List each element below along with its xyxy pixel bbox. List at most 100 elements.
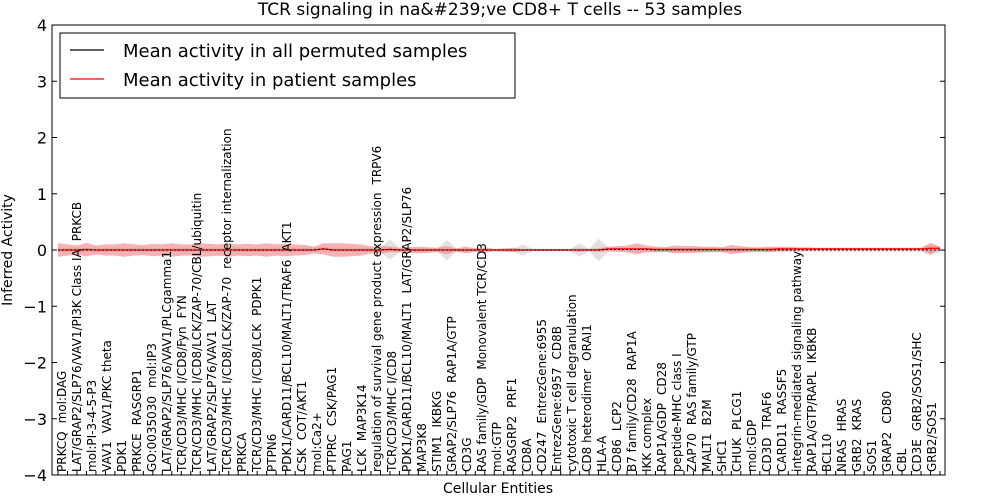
chart-title: TCR signaling in na&#239;ve CD8+ T cells… (257, 0, 742, 20)
x-tick-label: GRAP2 (880, 432, 894, 472)
x-tick-label: NRAS (835, 439, 849, 472)
x-tick-label: PDK1 (115, 440, 129, 472)
x-tick-label: RAS family/GDP (475, 378, 489, 472)
x-tick-label: Monovalent TCR/CD3 (475, 243, 489, 370)
x-tick-label: LAT/GRAP2/SLP76/VAV1/PLCgamma1 (160, 251, 174, 472)
x-tick-label: B7 family/CD28 (625, 378, 639, 472)
x-tick-label: EntrezGene:6957 (550, 368, 564, 473)
x-tick-label: cytotoxic T cell degranulation (565, 294, 579, 472)
x-tick-label: PDK1/CARD11/BCL10/MALT1 (400, 302, 414, 472)
y-axis-label: Inferred Activity (0, 194, 16, 306)
x-tick-label: PRF1 (505, 378, 519, 408)
x-tick-label: PRKCQ (55, 431, 69, 472)
x-tick-label: STIM1 (430, 436, 444, 472)
x-tick-label: IKBKB (805, 328, 819, 364)
x-tick-label: PRKCA (235, 432, 249, 472)
x-tick-label: TCR/CD3/MHC I/CD8/LCK/ZAP-70 (220, 277, 234, 473)
x-tick-label: RAP1A/GDP (655, 403, 669, 472)
x-tick-label: RAP1A/GTP (445, 316, 459, 383)
x-tick-label: CD28 (655, 362, 669, 395)
x-tick-label: LAT/GRAP2/SLP76/VAV1 (205, 331, 219, 472)
x-tick-label: IKBKG (430, 391, 444, 428)
x-tick-label: CD86 (610, 439, 624, 472)
x-tick-label: RASGRP1 (130, 369, 144, 425)
x-tick-label: RASSF5 (775, 369, 789, 415)
x-tick-label: PRKCB (70, 202, 84, 241)
x-tick-label: mol:DAG (55, 371, 69, 424)
x-tick-label: TRPV6 (370, 146, 384, 186)
x-tick-label: regulation of survival gene product expr… (370, 193, 384, 472)
x-tick-label: ORAI1 (580, 324, 594, 361)
x-tick-label: PAG1 (340, 441, 354, 472)
legend-patient-label: Mean activity in patient samples (123, 70, 417, 91)
x-tick-label: IKK complex (640, 398, 654, 472)
y-tick-label: 4 (37, 16, 47, 35)
x-tick-label: RAP1A (625, 330, 639, 370)
x-tick-label: TCR/CD3/MHC I/CD8/LCK (250, 323, 264, 473)
x-tick-label: TRAF6 (760, 392, 774, 431)
x-tick-label: CARD11 (775, 423, 789, 472)
x-tick-label: AKT1 (280, 221, 294, 251)
x-tick-label: GRB2/SOS1 (925, 402, 939, 472)
x-tick-label: LAT (205, 300, 219, 322)
x-tick-label: PRKCE (130, 433, 144, 472)
x-tick-label: HRAS (835, 399, 849, 432)
x-tick-label: mol:PI-3-4-5-P3 (85, 380, 99, 472)
lines (58, 247, 940, 251)
legend-permuted-label: Mean activity in all permuted samples (123, 41, 467, 62)
x-tick-label: CD8A (520, 438, 534, 472)
x-tick-label: VAV1/PKC theta (100, 340, 114, 433)
y-tick-label: 1 (37, 185, 47, 204)
x-tick-label: LAT/GRAP2/SLP76 (400, 187, 414, 294)
x-tick-label: GO:0035030 (145, 396, 159, 472)
y-tick-label: −4 (23, 466, 47, 485)
x-tick-label: PTPRC (325, 434, 339, 472)
x-tick-label: mol:GTP (490, 422, 504, 472)
x-tick-label: CD80 (880, 391, 894, 424)
x-tick-label: CSK (295, 447, 309, 472)
x-tick-label: mol:Ca2+ (310, 412, 324, 472)
plot-frame (51, 24, 946, 476)
x-tick-label: mol:GDP (745, 420, 759, 472)
y-tick-label: −3 (23, 410, 47, 429)
x-tick-label: BCL10 (820, 434, 834, 472)
x-tick-label: PTPN6 (265, 434, 279, 472)
x-tick-label: GRB2/SOS1/SHC (910, 332, 924, 431)
y-tick-label: 0 (37, 241, 47, 260)
x-tick-label: peptide-MHC class I (670, 353, 684, 472)
x-tick-labels: PRKCQ mol:DAG LAT/GRAP2/SLP76/VAV1/PI3K Cl… (55, 128, 941, 475)
x-tick-label: PDK1/CARD11/BCL10/MALT1/TRAF6 (280, 260, 294, 472)
x-tick-label: mol:IP3 (145, 343, 159, 388)
x-tick-label: SOS1 (865, 440, 879, 472)
x-tick-label: LCP2 (610, 401, 624, 431)
x-tick-label: receptor internalization (220, 128, 234, 268)
legend-box (59, 32, 516, 99)
x-tick-label: CD3G (460, 437, 474, 472)
x-tick-label: CD247 (535, 431, 549, 472)
y-tick-label: −2 (23, 354, 47, 373)
x-tick-label: TCR/CD3/MHC I/CD8/LCK/ZAP-70/CBL/ubiquit… (190, 193, 204, 473)
x-tick-label: CHUK (730, 437, 744, 472)
x-tick-label: RAS family/GTP (685, 333, 699, 425)
x-tick-label: LCK (355, 448, 369, 472)
x-tick-label: MAP3K14 (355, 384, 369, 441)
x-tick-label: RAP1A/GTP/RAPL (805, 371, 819, 472)
x-tick-label: KRAS (850, 399, 864, 431)
x-tick-label: TCR/CD3/MHC I/CD8/Fyn (175, 326, 189, 473)
x-tick-label: MALT1 (700, 433, 714, 472)
y-tick-label: 3 (37, 72, 47, 91)
x-tick-label: ZAP70 (685, 433, 699, 472)
x-tick-label: EntrezGene:6955 (535, 319, 549, 424)
permuted-mean-line (58, 248, 940, 251)
x-tick-label: RASGRP2 (505, 416, 519, 472)
x-tick-label: SHC1 (715, 439, 729, 472)
x-tick-label: VAV1 (100, 441, 114, 472)
x-tick-label: B2M (700, 399, 714, 425)
x-tick-label: PDPK1 (250, 277, 264, 316)
x-tick-label: CBL (895, 448, 909, 472)
x-tick-label: FYN (175, 295, 189, 318)
x-tick-label: MAP3K8 (415, 423, 429, 472)
x-tick-label: CSK/PAG1 (325, 367, 339, 426)
x-tick-label: integrin-mediated signaling pathway (790, 251, 804, 472)
